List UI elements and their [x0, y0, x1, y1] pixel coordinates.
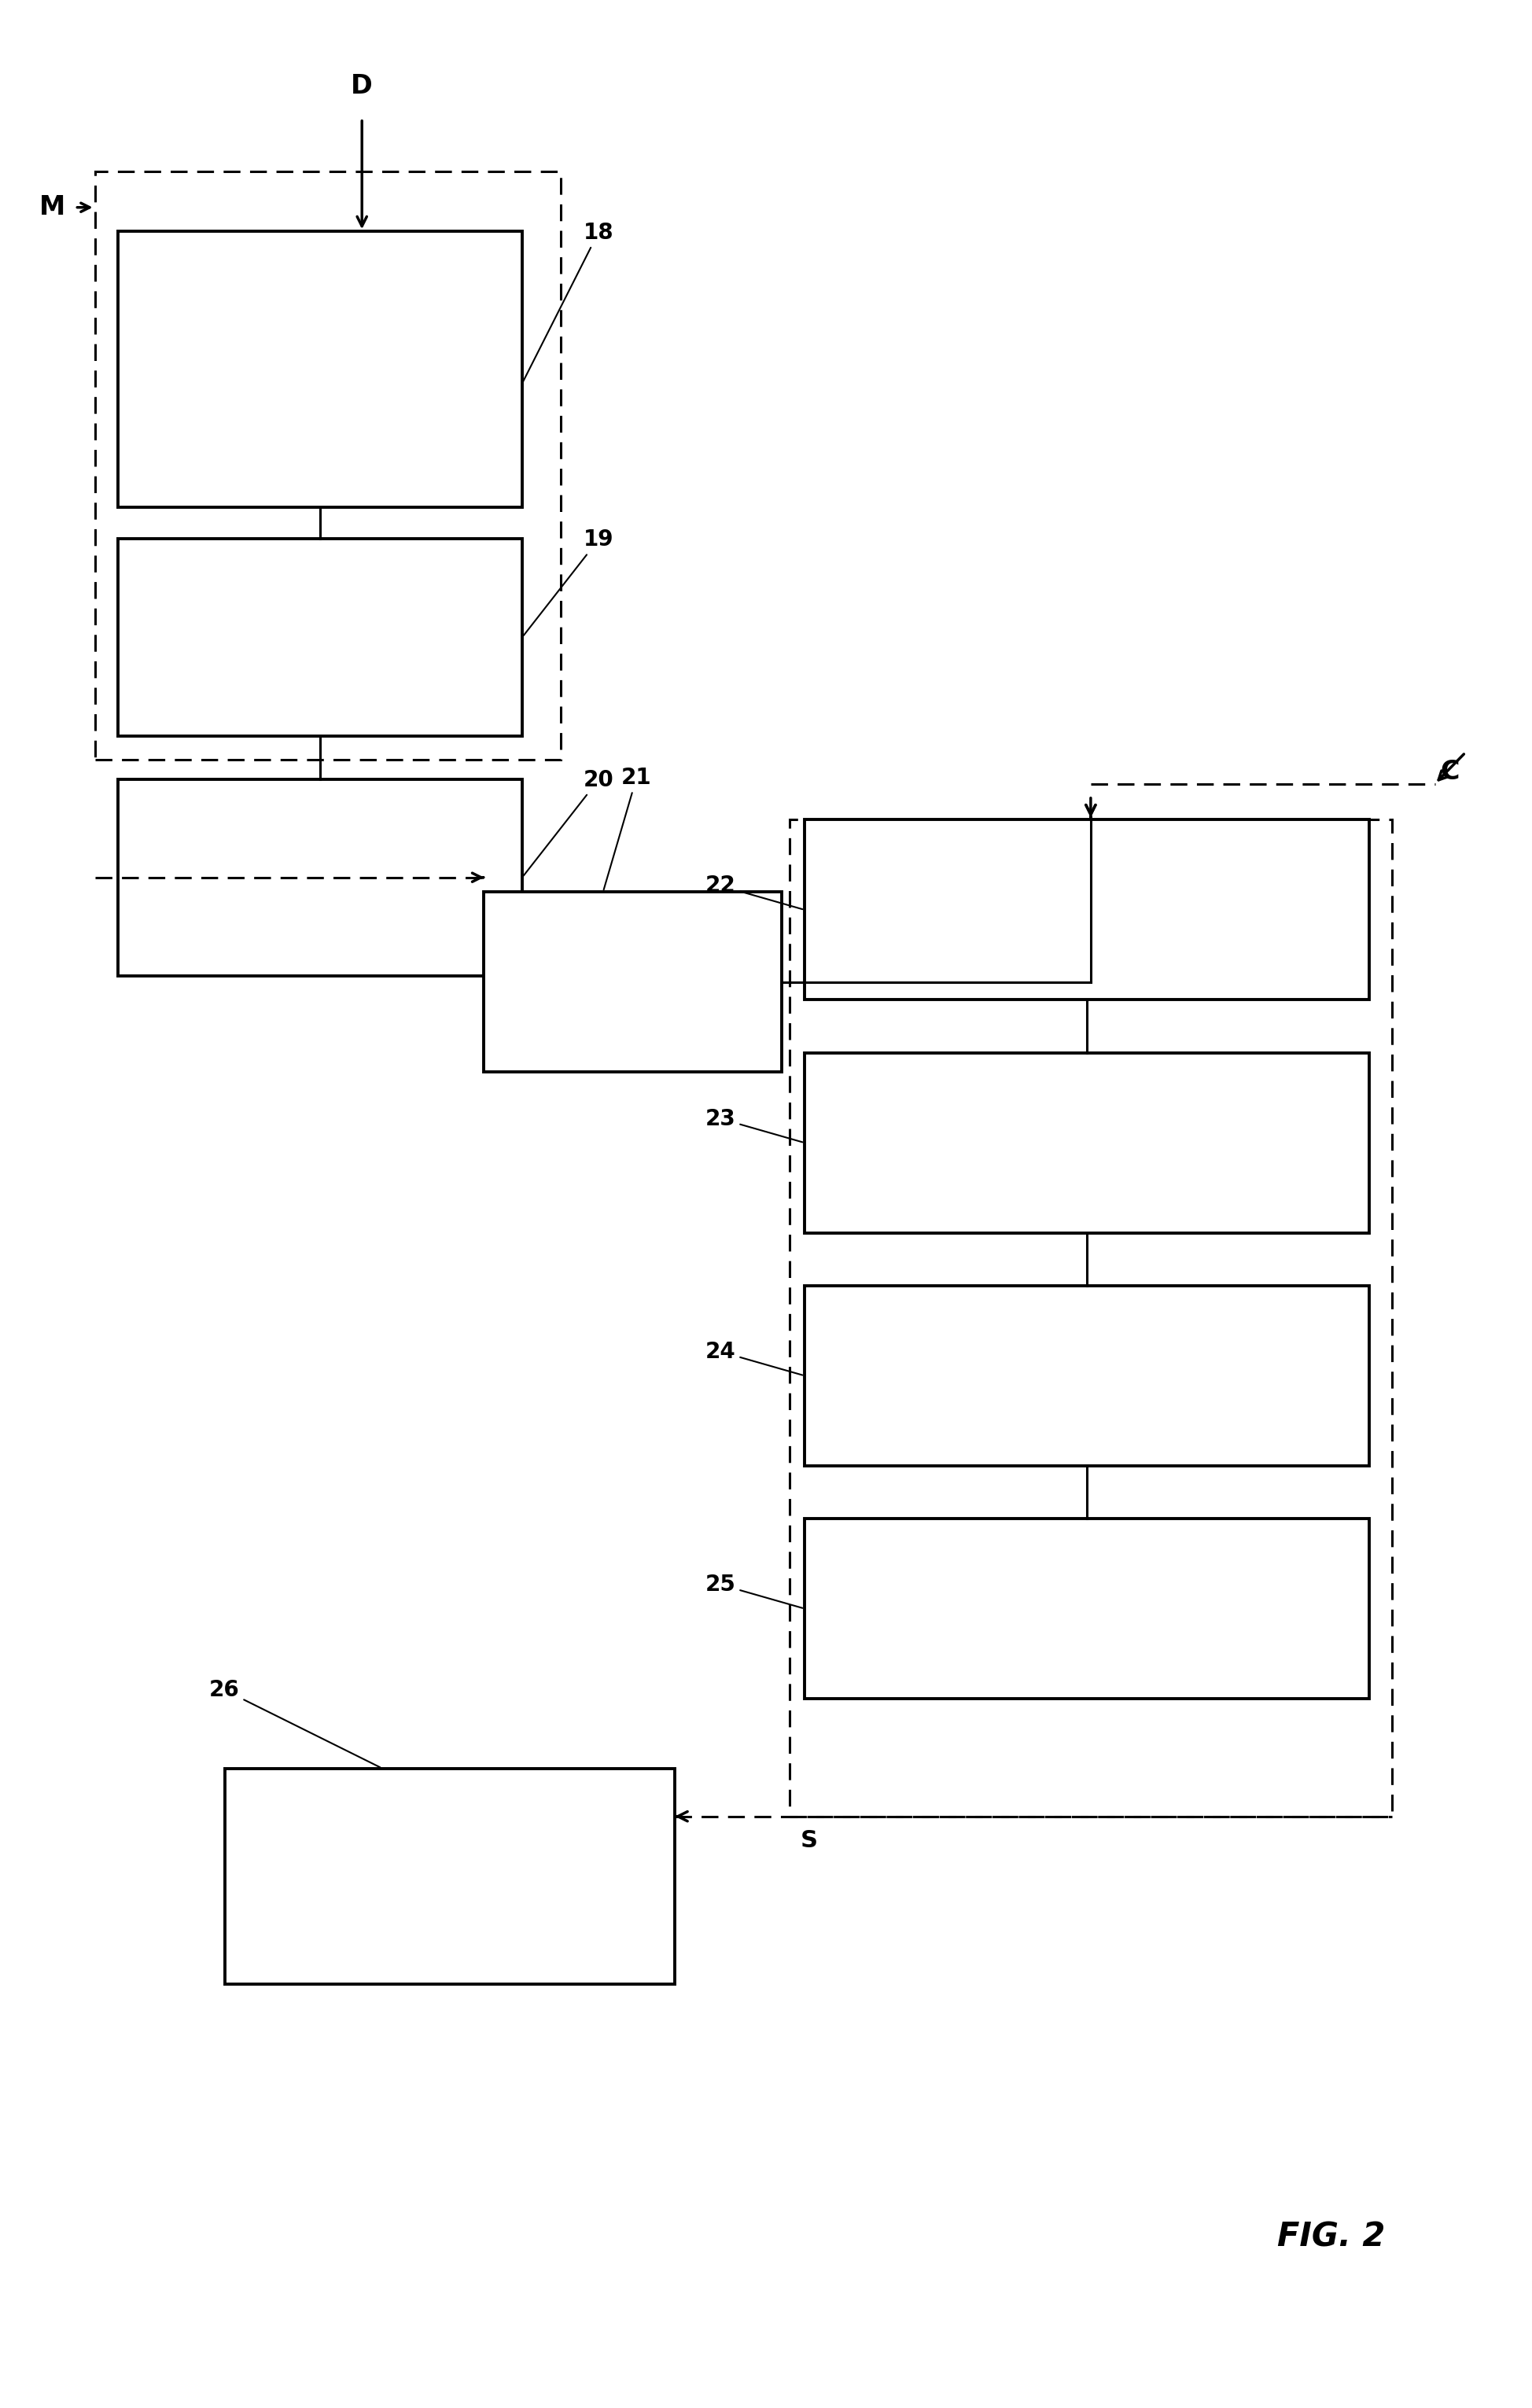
Text: 25: 25	[705, 1572, 803, 1609]
Bar	[804, 819, 1368, 999]
Bar	[484, 891, 781, 1072]
Bar	[118, 231, 522, 508]
Bar	[225, 1767, 674, 1984]
Text: 19: 19	[524, 530, 613, 636]
Text: 24: 24	[705, 1341, 803, 1375]
Bar	[789, 819, 1391, 1816]
Bar	[95, 171, 561, 761]
Bar	[804, 1286, 1368, 1466]
Bar	[118, 778, 522, 975]
Text: 23: 23	[705, 1108, 803, 1141]
Text: C: C	[1440, 759, 1458, 785]
Text: 20: 20	[524, 768, 613, 877]
Bar	[804, 1519, 1368, 1698]
Text: 22: 22	[705, 874, 803, 910]
Text: S: S	[800, 1830, 818, 1852]
Text: 21: 21	[604, 766, 651, 889]
Bar	[118, 539, 522, 737]
Text: FIG. 2: FIG. 2	[1276, 2220, 1385, 2254]
Bar	[804, 1052, 1368, 1233]
Text: 18: 18	[522, 222, 613, 380]
Text: M: M	[38, 195, 66, 222]
Text: D: D	[351, 72, 372, 99]
Text: 26: 26	[210, 1678, 380, 1767]
